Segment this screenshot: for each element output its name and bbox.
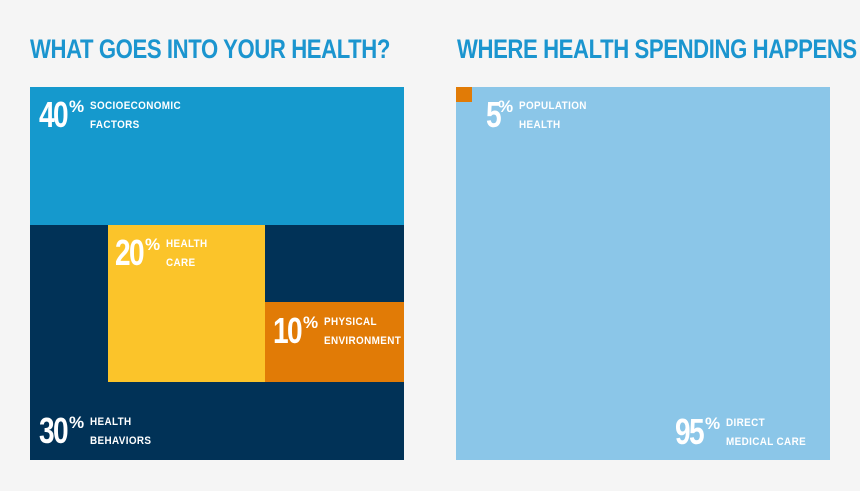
population-health-label-line2: HEALTH [519, 119, 561, 131]
direct-medical-care-label: 95% DIRECT MEDICAL CARE [675, 414, 815, 452]
population-health-label-line1: POPULATION [519, 100, 587, 112]
population-health-value: 5 [486, 94, 502, 135]
socioeconomic-label-line1: SOCIOECONOMIC [90, 100, 182, 112]
physical-environment-value: 10 [273, 310, 303, 351]
health-care-label-line2: CARE [166, 257, 196, 269]
right-chart-title: WHERE HEALTH SPENDING HAPPENS [457, 34, 857, 64]
health-spending-treemap: 5% POPULATION HEALTH 95% DIRECT MEDICAL CA… [456, 87, 830, 460]
direct-medical-care-rect [456, 87, 830, 460]
socioeconomic-value: 40 [39, 94, 69, 135]
physical-environment-label-line1: PHYSICAL [324, 316, 378, 328]
direct-medical-care-label-line2: MEDICAL CARE [726, 436, 807, 448]
left-chart-title: WHAT GOES INTO YOUR HEALTH? [30, 34, 390, 64]
physical-environment-label: 10% PHYSICAL ENVIRONMENT [273, 313, 404, 351]
socioeconomic-rect [30, 87, 404, 225]
health-care-rect [108, 225, 265, 382]
health-care-value: 20 [115, 232, 145, 273]
population-health-unit: % [498, 97, 514, 116]
physical-environment-label-line2: ENVIRONMENT [324, 335, 402, 347]
direct-medical-care-value: 95 [675, 411, 705, 452]
socioeconomic-label-line2: FACTORS [90, 119, 140, 131]
health-behaviors-unit: % [69, 413, 85, 432]
physical-environment-rect [265, 302, 404, 382]
physical-environment-unit: % [303, 313, 319, 332]
population-health-label: 5% POPULATION HEALTH [486, 97, 594, 135]
health-care-unit: % [145, 235, 161, 254]
health-care-label: 20% HEALTH CARE [115, 235, 212, 273]
health-behaviors-label-line2: BEHAVIORS [90, 435, 152, 447]
direct-medical-care-label-line1: DIRECT [726, 417, 766, 429]
health-behaviors-value: 30 [39, 410, 69, 451]
health-factors-treemap: 40% SOCIOECONOMIC FACTORS 20% HEALTH CARE … [30, 87, 404, 460]
health-care-label-line1: HEALTH [166, 238, 208, 250]
health-behaviors-label: 30% HEALTH BEHAVIORS [39, 413, 158, 451]
socioeconomic-label: 40% SOCIOECONOMIC FACTORS [39, 97, 191, 135]
population-health-rect [456, 87, 472, 102]
socioeconomic-unit: % [69, 97, 85, 116]
direct-medical-care-unit: % [705, 414, 721, 433]
health-behaviors-label-line1: HEALTH [90, 416, 132, 428]
